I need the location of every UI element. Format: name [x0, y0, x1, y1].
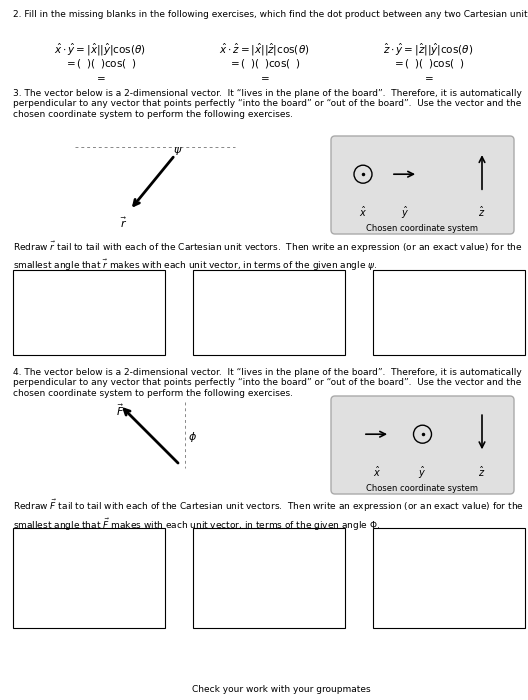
- Text: $\hat{y}$: $\hat{y}$: [418, 465, 427, 481]
- Text: $\psi$: $\psi$: [173, 145, 183, 157]
- Text: $\hat{z} \cdot \hat{y} = |\hat{z}||\hat{y}|\cos(\theta)$: $\hat{z} \cdot \hat{y} = |\hat{z}||\hat{…: [383, 42, 473, 58]
- FancyBboxPatch shape: [331, 136, 514, 234]
- Text: $\hat{z}$: $\hat{z}$: [478, 465, 486, 479]
- Bar: [13, 528, 165, 628]
- Text: $\hat{x}$: $\hat{x}$: [359, 205, 367, 219]
- Text: $= (\;\;)(\;\;)\cos(\;\;)$: $= (\;\;)(\;\;)\cos(\;\;)$: [64, 57, 136, 70]
- Text: $\hat{x}$: $\hat{x}$: [373, 465, 381, 479]
- Bar: [373, 270, 525, 355]
- Bar: [193, 270, 345, 355]
- Text: $\hat{z}$: $\hat{z}$: [478, 205, 486, 219]
- Text: $\hat{y}$: $\hat{y}$: [401, 205, 409, 221]
- Text: Check your work with your groupmates: Check your work with your groupmates: [192, 685, 371, 694]
- Text: 2. Fill in the missing blanks in the following exercises, which find the dot pro: 2. Fill in the missing blanks in the fol…: [13, 10, 528, 19]
- Text: $\phi$: $\phi$: [188, 430, 197, 444]
- Text: $\hat{x} \cdot \hat{y} = |\hat{x}||\hat{y}|\cos(\theta)$: $\hat{x} \cdot \hat{y} = |\hat{x}||\hat{…: [54, 42, 146, 58]
- Text: Redraw $\vec{F}$ tail to tail with each of the Cartesian unit vectors.  Then wri: Redraw $\vec{F}$ tail to tail with each …: [13, 498, 524, 533]
- Text: $= (\;\;)(\;\;)\cos(\;\;)$: $= (\;\;)(\;\;)\cos(\;\;)$: [392, 57, 464, 70]
- Text: $\hat{x} \cdot \hat{z} = |\hat{x}||\hat{z}|\cos(\theta)$: $\hat{x} \cdot \hat{z} = |\hat{x}||\hat{…: [219, 42, 309, 58]
- Text: Chosen coordinate system: Chosen coordinate system: [366, 484, 478, 493]
- Text: Redraw $\vec{r}$ tail to tail with each of the Cartesian unit vectors.  Then wri: Redraw $\vec{r}$ tail to tail with each …: [13, 240, 522, 272]
- Text: $\vec{r}$: $\vec{r}$: [120, 215, 127, 230]
- Bar: [193, 528, 345, 628]
- Text: 3. The vector below is a 2-dimensional vector.  It “lives in the plane of the bo: 3. The vector below is a 2-dimensional v…: [13, 89, 522, 119]
- Text: $= (\;\;)(\;\;)\cos(\;\;)$: $= (\;\;)(\;\;)\cos(\;\;)$: [228, 57, 300, 70]
- Text: $=$: $=$: [258, 72, 270, 82]
- Text: 4. The vector below is a 2-dimensional vector.  It “lives in the plane of the bo: 4. The vector below is a 2-dimensional v…: [13, 368, 522, 398]
- Bar: [13, 270, 165, 355]
- Bar: [373, 528, 525, 628]
- Text: $=$: $=$: [422, 72, 434, 82]
- Text: $=$: $=$: [94, 72, 106, 82]
- Text: $\vec{F}$: $\vec{F}$: [116, 402, 125, 418]
- Text: Chosen coordinate system: Chosen coordinate system: [366, 224, 478, 233]
- FancyBboxPatch shape: [331, 396, 514, 494]
